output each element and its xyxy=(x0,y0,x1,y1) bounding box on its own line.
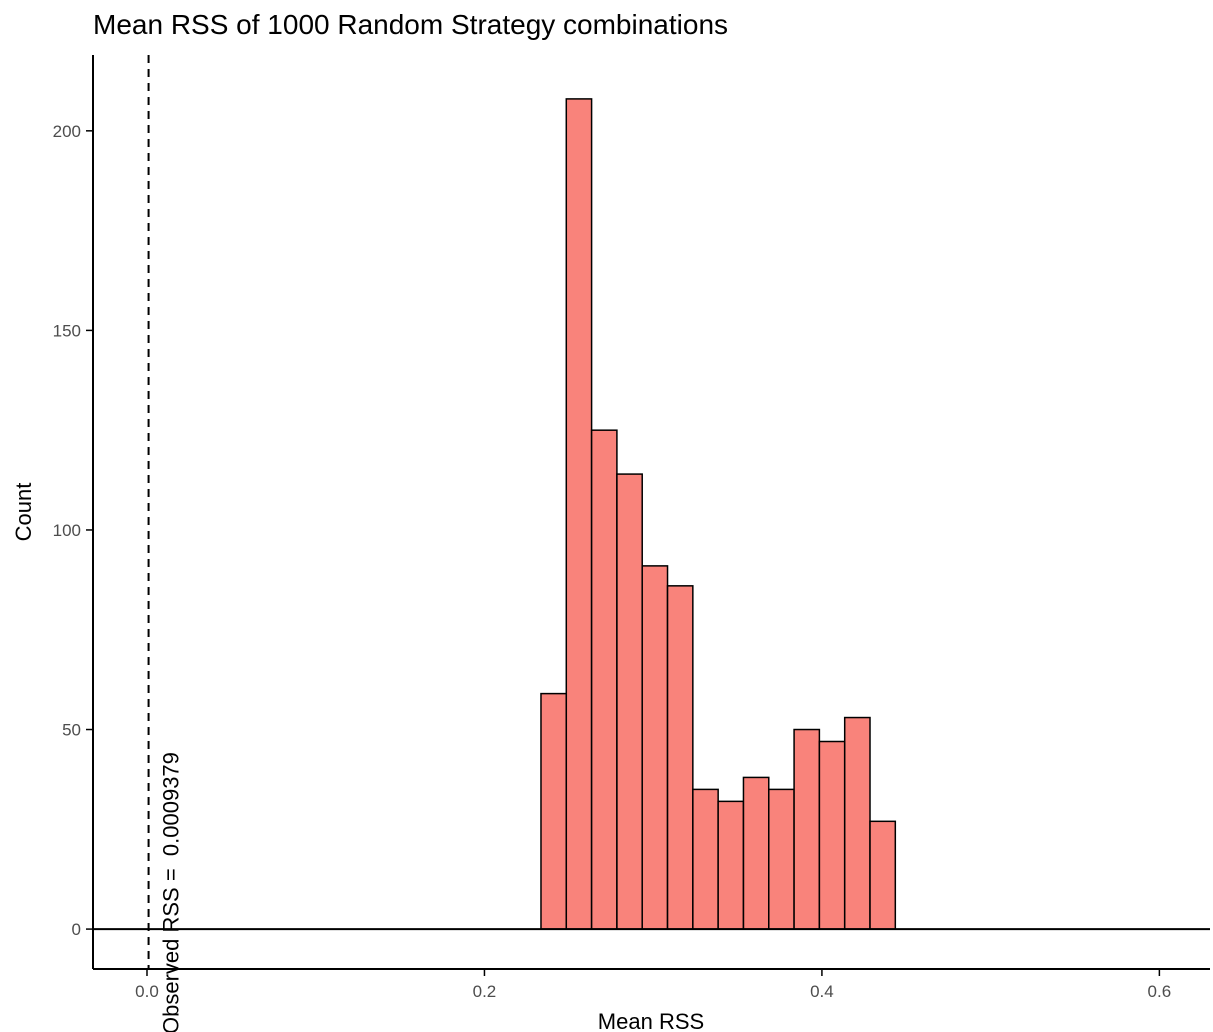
y-tick-label-3: 100 xyxy=(53,521,81,540)
x-tick-label-2: 0.2 xyxy=(473,982,497,1001)
y-tick-label-2: 50 xyxy=(62,721,81,740)
x-tick-label-4: 0.6 xyxy=(1148,982,1172,1001)
histogram-bar-1 xyxy=(540,692,568,930)
observed-rss-label: Observed RSS = 0.0009379 xyxy=(159,752,184,1032)
histogram-bar-2 xyxy=(565,98,593,930)
y-axis-ticks: 0 50 100 150 200 xyxy=(53,122,93,939)
x-tick-label-1: 0.0 xyxy=(135,982,159,1001)
histogram-bar-5 xyxy=(641,565,669,930)
histogram-bar-9 xyxy=(742,776,770,930)
histogram-bar-7 xyxy=(692,788,719,930)
histogram-bar-11 xyxy=(793,728,821,930)
histogram-bar-8 xyxy=(717,800,745,930)
histogram-bar-4 xyxy=(616,473,643,930)
histogram-bar-14 xyxy=(869,820,897,930)
x-axis-ticks: 0.0 0.2 0.4 0.6 xyxy=(135,969,1171,1001)
y-tick-label-4: 150 xyxy=(53,321,81,340)
chart-title: Mean RSS of 1000 Random Strategy combina… xyxy=(93,9,728,40)
y-axis-title: Count xyxy=(11,483,36,542)
histogram-bars xyxy=(540,98,897,930)
y-tick-label-5: 200 xyxy=(53,122,81,141)
histogram-bar-10 xyxy=(768,788,795,930)
histogram-bar-12 xyxy=(818,740,846,930)
histogram-bar-13 xyxy=(843,716,871,930)
histogram-bar-3 xyxy=(590,429,618,930)
histogram-bar-6 xyxy=(666,585,694,930)
x-axis-title: Mean RSS xyxy=(598,1009,704,1032)
y-tick-label-1: 0 xyxy=(72,920,81,939)
x-tick-label-3: 0.4 xyxy=(810,982,834,1001)
